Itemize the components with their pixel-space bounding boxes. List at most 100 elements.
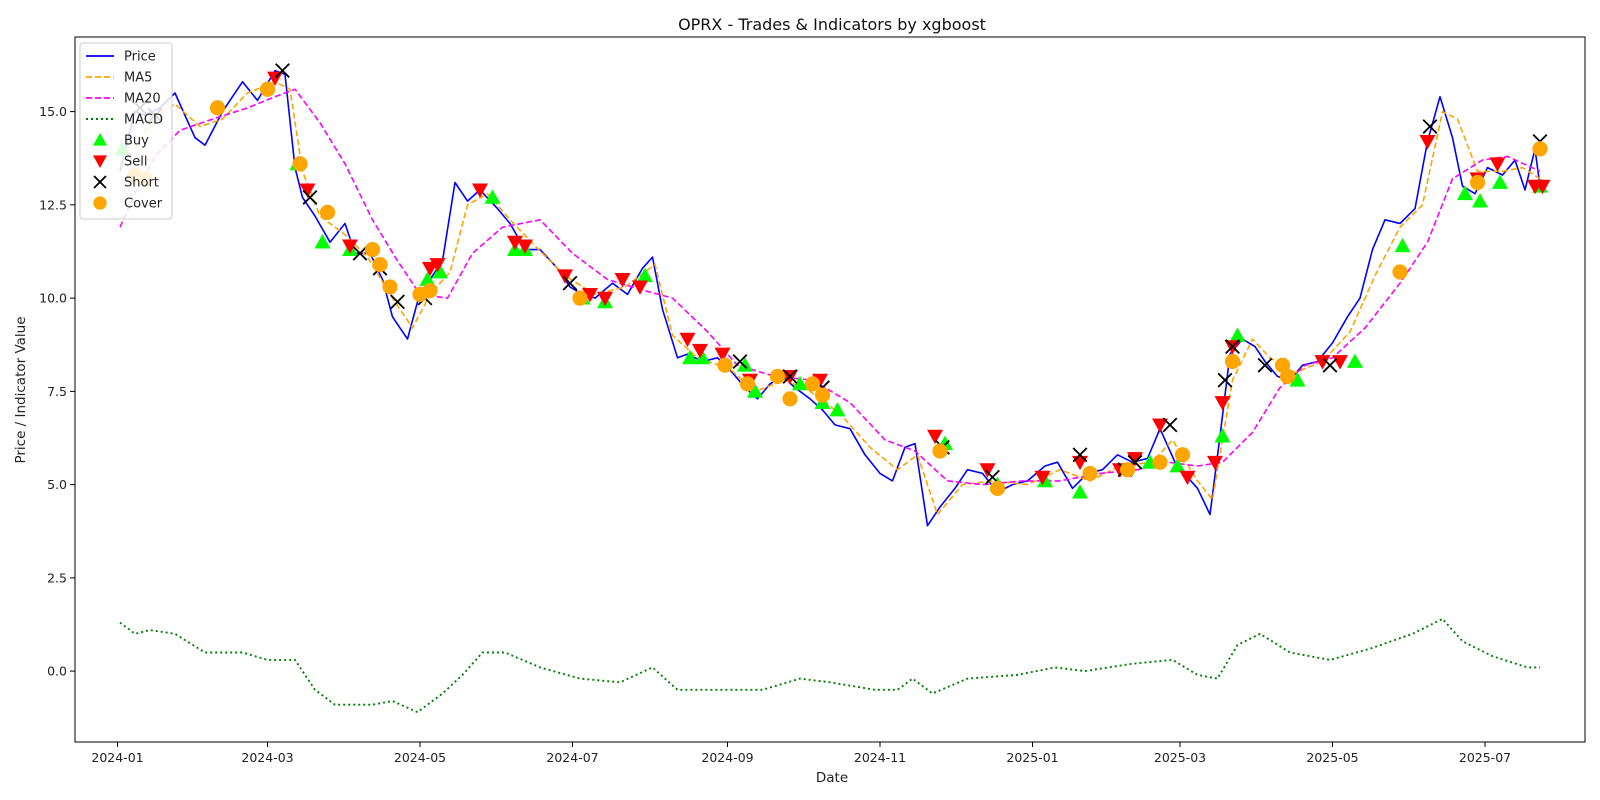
- marker-short-stroke-b: [1422, 119, 1438, 134]
- marker-sell: [1534, 179, 1551, 195]
- x-tick-label: 2025-01: [1006, 750, 1058, 765]
- marker-buy: [1289, 372, 1306, 387]
- marker-cover: [1119, 462, 1136, 478]
- marker-buy: [419, 271, 436, 286]
- marker-buy: [432, 264, 448, 279]
- marker-cover: [259, 81, 276, 97]
- legend-label-ma20: MA20: [124, 92, 161, 107]
- y-tick-label: 12.5: [39, 197, 67, 212]
- marker-sell: [507, 235, 523, 251]
- marker-short: [390, 294, 405, 310]
- legend-box: [79, 42, 173, 220]
- legend-label-short: Short: [124, 176, 159, 191]
- legend-label-ma5: MA5: [124, 71, 152, 86]
- marker-cover: [717, 357, 733, 373]
- marker-cover: [1392, 264, 1408, 280]
- x-tick-label: 2025-07: [1459, 750, 1511, 765]
- marker-cover: [209, 100, 226, 116]
- y-tick-label: 2.5: [47, 570, 67, 585]
- marker-buy: [682, 349, 698, 365]
- marker-sell: [614, 273, 631, 288]
- marker-short-stroke-b: [275, 63, 290, 79]
- marker-buy: [737, 357, 753, 372]
- marker-short: [1257, 357, 1273, 373]
- marker-short: [1162, 417, 1178, 433]
- y-tick-label: 10.0: [39, 291, 67, 306]
- marker-cover: [1152, 454, 1168, 470]
- marker-short-stroke-b: [390, 294, 405, 310]
- legend-label-macd: MACD: [124, 113, 163, 128]
- marker-cover: [382, 279, 398, 295]
- legend-swatch-buy: [93, 133, 107, 146]
- marker-sell: [582, 287, 598, 303]
- marker-sell: [1314, 355, 1331, 370]
- marker-short: [1322, 357, 1338, 373]
- x-tick-label: 2024-11: [854, 750, 906, 765]
- marker-short-stroke-b: [732, 354, 748, 369]
- marker-sell: [692, 343, 708, 359]
- marker-buy: [694, 349, 711, 365]
- marker-cover: [1532, 141, 1548, 157]
- marker-sell: [342, 239, 358, 254]
- x-tick-label: 2025-03: [1154, 750, 1206, 765]
- plot-frame: [74, 36, 1586, 743]
- marker-cover: [739, 376, 756, 392]
- marker-buy: [829, 402, 846, 417]
- marker-short-stroke-b: [782, 369, 798, 384]
- marker-cover: [1279, 368, 1296, 385]
- marker-cover: [292, 156, 308, 172]
- marker-buy: [747, 383, 763, 398]
- marker-sell: [1207, 455, 1223, 471]
- marker-short: [1072, 447, 1088, 463]
- marker-short: [1217, 372, 1233, 388]
- marker-short-stroke-b: [562, 275, 578, 291]
- marker-buy: [1492, 174, 1508, 189]
- x-tick-label: 2024-01: [91, 750, 143, 765]
- y-tick-label: 7.5: [47, 384, 67, 399]
- marker-cover: [1224, 353, 1241, 370]
- marker-short: [782, 369, 798, 384]
- marker-sell: [429, 258, 446, 273]
- legend-swatch-short-stroke-b: [93, 175, 107, 189]
- marker-short: [1422, 119, 1438, 134]
- marker-cover: [804, 376, 821, 392]
- x-tick-label: 2025-05: [1306, 750, 1358, 765]
- marker-short-stroke-b: [1322, 357, 1338, 373]
- marker-short: [732, 354, 748, 369]
- marker-sell: [1214, 396, 1231, 411]
- marker-buy: [1457, 185, 1473, 201]
- marker-short: [562, 275, 578, 291]
- legend-label-buy: Buy: [124, 134, 149, 149]
- marker-short-stroke-b: [1225, 339, 1240, 355]
- marker-sell: [714, 347, 731, 363]
- marker-buy: [1072, 484, 1088, 499]
- marker-cover: [1082, 465, 1098, 482]
- legend-label-cover: Cover: [124, 197, 163, 212]
- marker-short-stroke-b: [1257, 357, 1273, 373]
- marker-sell: [632, 280, 648, 295]
- marker-short-stroke-b: [985, 469, 1000, 485]
- marker-short-stroke-b: [1072, 447, 1088, 463]
- marker-buy: [1169, 457, 1186, 473]
- series-line-ma20: [119, 88, 1541, 486]
- marker-short-stroke-b: [1162, 417, 1178, 433]
- x-axis-label: Date: [816, 770, 848, 786]
- chart-title: OPRX - Trades & Indicators by xgboost: [678, 15, 986, 34]
- marker-sell: [1034, 470, 1051, 486]
- legend-label-price: Price: [124, 50, 156, 65]
- legend-swatch-short: [93, 175, 107, 189]
- marker-cover: [372, 256, 388, 273]
- x-tick-label: 2024-03: [241, 750, 293, 765]
- marker-sell: [472, 183, 488, 198]
- marker-short: [302, 189, 318, 205]
- legend: Price MA5 MA20 MACD Buy Sell Short Cover: [79, 42, 173, 220]
- legend-swatch-cover: [93, 196, 107, 210]
- axes: 2024-01 2024-03 2024-05 2024-07 2024-09 2024-…: [39, 36, 1586, 765]
- marker-sell: [1489, 157, 1506, 172]
- marker-short-stroke-b: [302, 189, 318, 205]
- marker-sell: [979, 463, 996, 478]
- marker-sell: [557, 269, 573, 284]
- legend-label-sell: Sell: [124, 155, 147, 170]
